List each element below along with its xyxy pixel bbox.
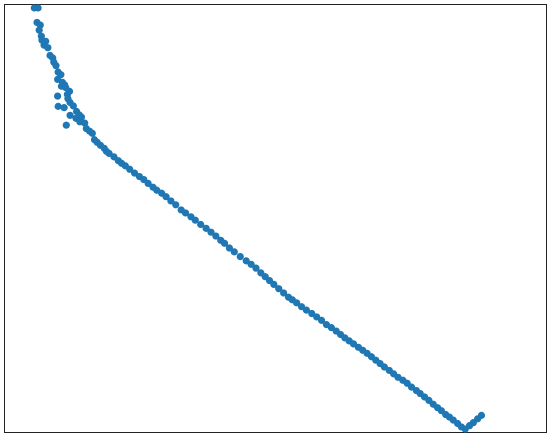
scatter-point bbox=[35, 26, 43, 34]
scatter-point bbox=[65, 87, 74, 95]
scatter-point bbox=[293, 299, 301, 307]
scatter-point bbox=[212, 232, 220, 240]
scatter-point bbox=[207, 228, 215, 236]
scatter-point bbox=[172, 201, 180, 209]
scatter-point bbox=[247, 260, 255, 268]
plot-area-frame bbox=[4, 4, 547, 433]
scatter-point bbox=[69, 102, 77, 110]
scatter-point bbox=[197, 220, 205, 229]
scatter-point bbox=[181, 209, 190, 217]
scatter-point bbox=[81, 119, 89, 127]
scatter-point bbox=[54, 102, 62, 110]
scatter-point bbox=[275, 285, 283, 293]
scatter-point bbox=[88, 129, 96, 137]
scatter-point bbox=[167, 197, 175, 205]
scatter-point bbox=[202, 224, 210, 232]
scatter-point bbox=[144, 179, 152, 187]
scatter-point bbox=[230, 248, 238, 256]
scatter-point bbox=[60, 104, 68, 112]
data-points-layer bbox=[30, 4, 486, 433]
scatter-point bbox=[317, 316, 326, 324]
scatter-point bbox=[126, 165, 134, 173]
scatter-point bbox=[191, 216, 199, 224]
scatter-point bbox=[162, 193, 170, 201]
scatter-point bbox=[477, 411, 486, 419]
scatter-point bbox=[66, 111, 74, 119]
scatter-point bbox=[34, 4, 42, 12]
scatter-point bbox=[62, 121, 70, 129]
scatter-point bbox=[52, 62, 60, 70]
scatter-point bbox=[225, 244, 234, 252]
scatter-point bbox=[44, 44, 52, 52]
scatter-point bbox=[54, 92, 62, 100]
scatter-point bbox=[280, 289, 288, 297]
scatter-point bbox=[270, 280, 278, 289]
scatter-point bbox=[236, 252, 244, 261]
scatter-point bbox=[220, 239, 229, 247]
scatter-point bbox=[252, 264, 260, 272]
scatter-point bbox=[302, 306, 310, 314]
